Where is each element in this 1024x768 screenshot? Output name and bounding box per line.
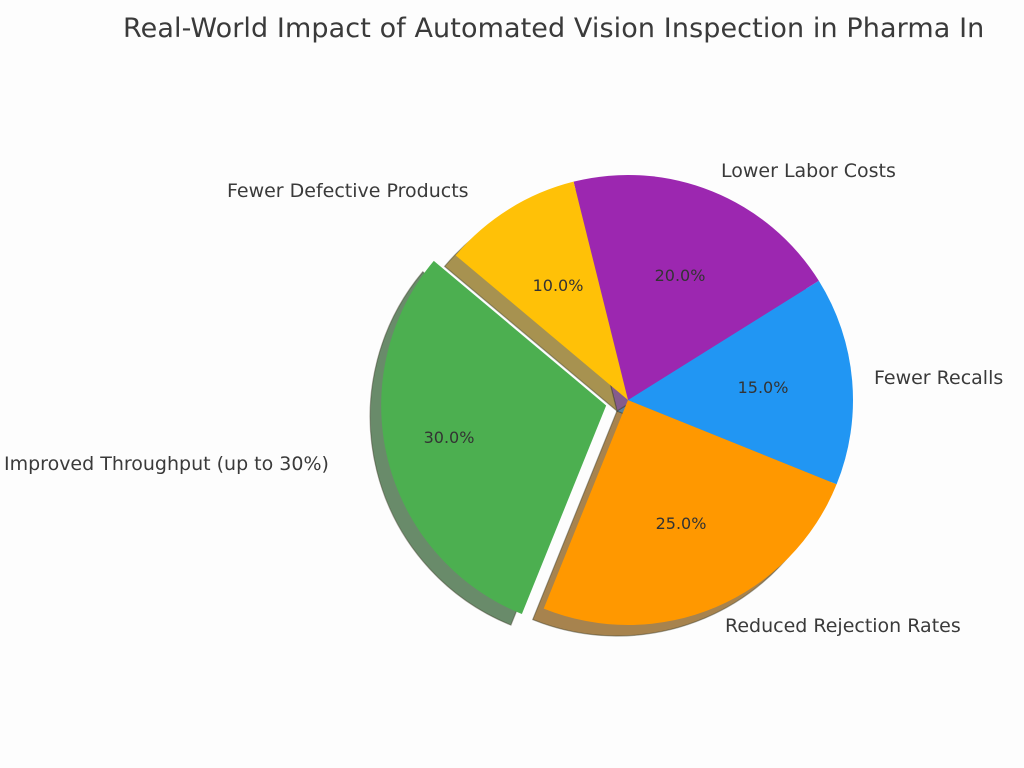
chart-title: Real-World Impact of Automated Vision In… xyxy=(123,13,985,44)
pct-label-improved-throughput: 30.0% xyxy=(424,428,475,447)
pct-label-lower-labor-costs: 20.0% xyxy=(655,266,706,285)
pie-labels: Improved Throughput (up to 30%) Reduced … xyxy=(4,160,1003,637)
slice-label-lower-labor-costs: Lower Labor Costs xyxy=(721,160,896,182)
slice-fewer-defective-products xyxy=(455,181,628,400)
pie-slices xyxy=(381,175,853,625)
slice-lower-labor-costs xyxy=(573,175,819,400)
slice-label-fewer-recalls: Fewer Recalls xyxy=(874,367,1003,389)
slice-label-improved-throughput: Improved Throughput (up to 30%) xyxy=(4,453,329,475)
slice-label-reduced-rejection: Reduced Rejection Rates xyxy=(725,615,961,637)
slice-reduced-rejection-rates xyxy=(543,400,837,625)
slice-improved-throughput-up-to-30 xyxy=(381,260,607,615)
pct-label-reduced-rejection: 25.0% xyxy=(656,514,707,533)
slice-label-fewer-defective: Fewer Defective Products xyxy=(227,180,469,202)
pct-label-fewer-defective: 10.0% xyxy=(533,276,584,295)
pct-label-fewer-recalls: 15.0% xyxy=(738,378,789,397)
slice-fewer-recalls xyxy=(628,280,853,485)
